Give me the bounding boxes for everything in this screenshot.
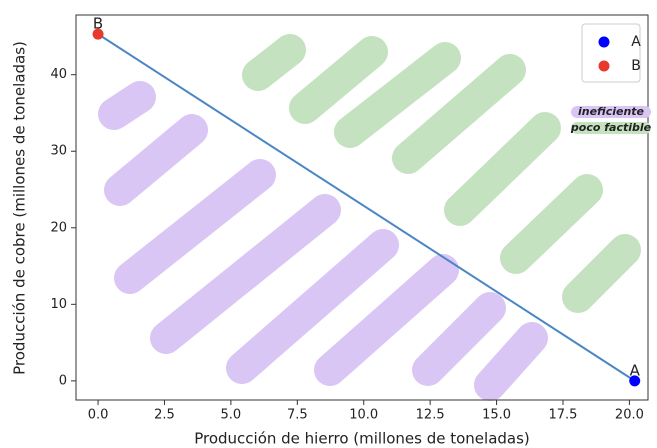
legend: AB [581, 23, 641, 83]
y-tick-label: 0 [59, 373, 67, 388]
axes-frame [75, 14, 649, 401]
point-annotation: B [93, 15, 103, 33]
x-tick-label: 2.5 [154, 408, 175, 423]
point-annotation: A [630, 361, 641, 379]
y-tick-label: 10 [50, 297, 67, 312]
frontier-line [97, 33, 636, 382]
x-tick-label: 15.0 [482, 408, 511, 423]
highlight-swatch [571, 122, 651, 134]
point [92, 28, 104, 40]
legend-marker [598, 36, 610, 48]
highlight-label: ineficiente [578, 105, 645, 118]
legend-label: B [631, 58, 641, 74]
infeasible-strokes [242, 34, 641, 313]
legend-marker [598, 60, 610, 72]
x-tick-label: 17.5 [549, 408, 578, 423]
point [629, 375, 641, 387]
highlight-swatch [571, 106, 651, 118]
legend-box [581, 23, 641, 83]
inefficient-strokes [98, 81, 548, 401]
legend-label: A [631, 34, 641, 50]
x-tick-label: 10.0 [349, 408, 378, 423]
y-tick-label: 20 [50, 220, 67, 235]
x-axis-label: Producción de hierro (millones de tonela… [194, 430, 530, 448]
y-axis-label: Producción de cobre (millones de tonelad… [11, 41, 29, 375]
y-tick-label: 30 [50, 144, 67, 159]
x-tick-label: 20.0 [615, 408, 644, 423]
x-tick-label: 0.0 [88, 408, 109, 423]
y-tick-label: 40 [50, 67, 67, 82]
x-tick-label: 5.0 [221, 408, 242, 423]
x-tick-label: 12.5 [416, 408, 445, 423]
x-tick-label: 7.5 [287, 408, 308, 423]
highlight-label: poco factible [570, 121, 652, 134]
highlights [98, 34, 641, 401]
